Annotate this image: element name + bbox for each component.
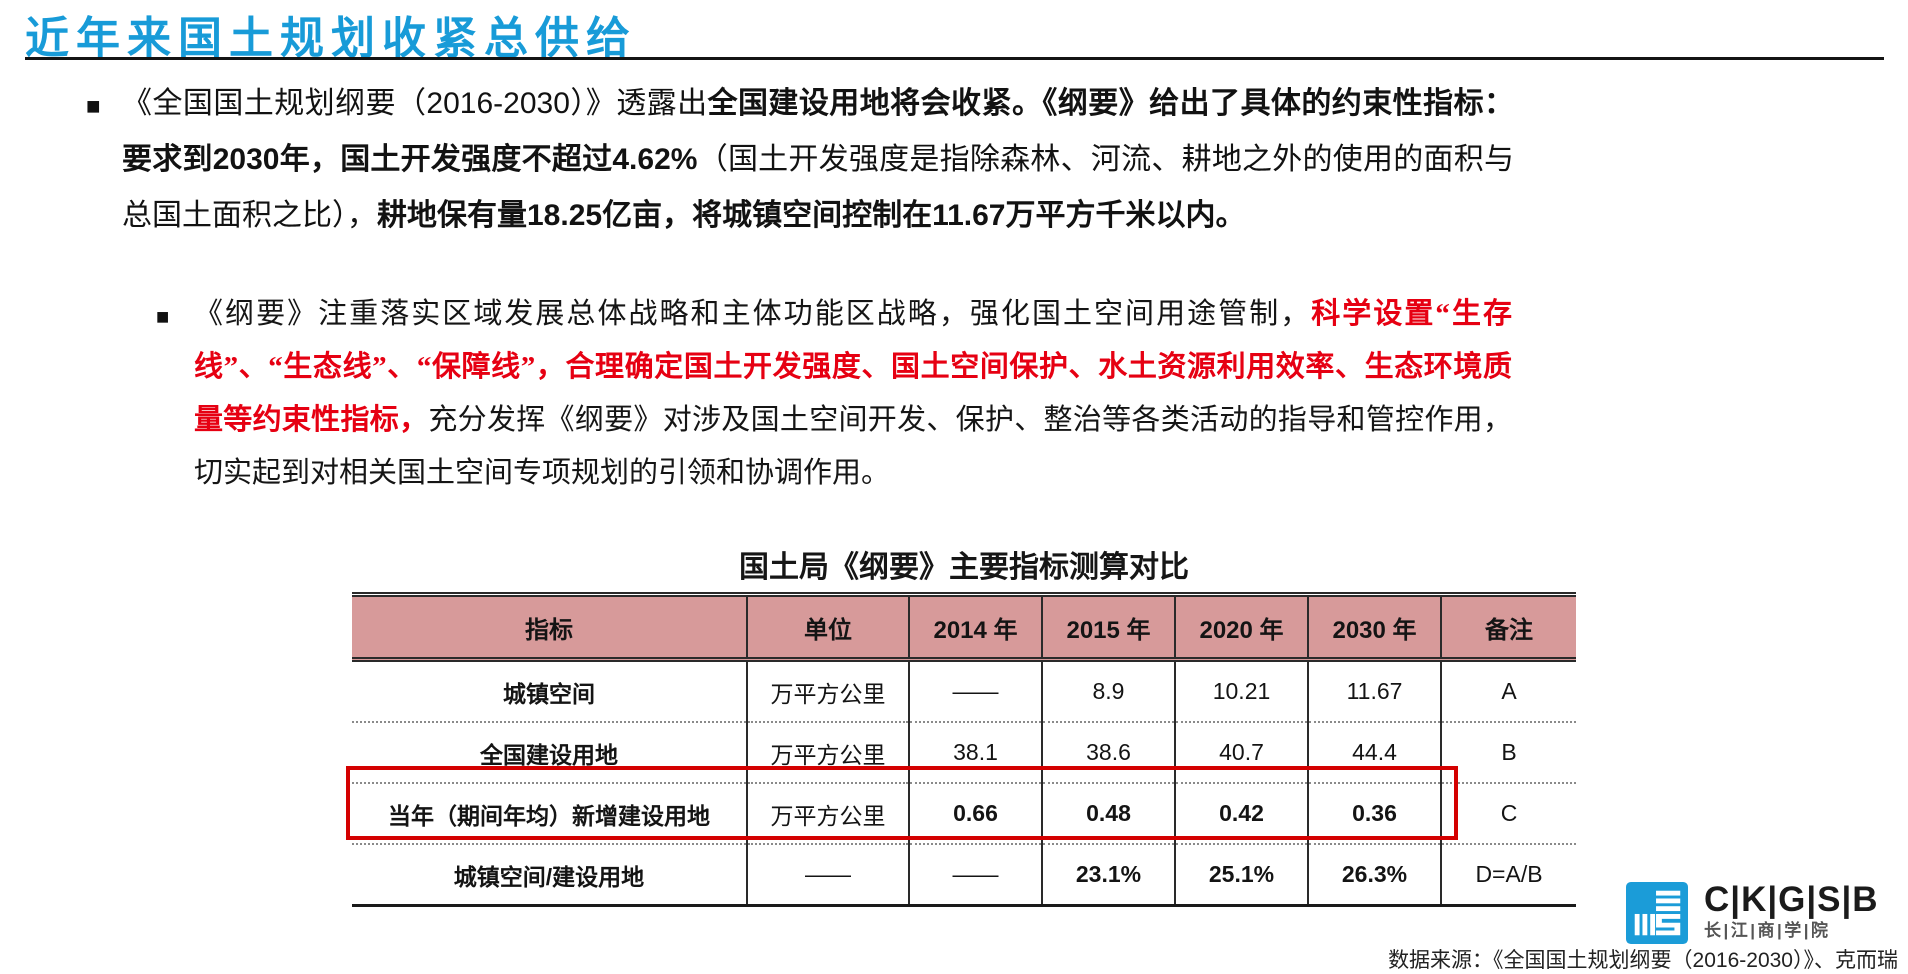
cell-indicator: 全国建设用地 <box>352 721 748 783</box>
cell-remark: C <box>1441 782 1576 844</box>
title-divider <box>25 57 1884 60</box>
col-header-2014: 2014 年 <box>909 594 1043 662</box>
cell-value: —— <box>909 659 1043 722</box>
ckgsb-chinese-name: 长|江|商|学|院 <box>1704 921 1831 940</box>
cell-value: —— <box>909 843 1043 906</box>
cell-value: 40.7 <box>1175 721 1309 783</box>
cell-value: 8.9 <box>1042 659 1176 722</box>
cell-value: 38.6 <box>1042 721 1176 783</box>
table-header-row: 指标 单位 2014 年 2015 年 2020 年 2030 年 备注 <box>352 594 1576 662</box>
cell-remark: B <box>1441 721 1576 783</box>
paragraph2-segment: 充分发挥《纲要》对涉及国土空间开发、保护、整治等各类活动的指导和管控作用，切实起… <box>194 404 1512 489</box>
cell-unit: —— <box>747 843 910 906</box>
indicator-table: 指标 单位 2014 年 2015 年 2020 年 2030 年 备注 城镇空… <box>346 592 1576 907</box>
ckgsb-logo: C|K|G|S|B 长|江|商|学|院 <box>1626 880 1906 946</box>
cell-indicator: 城镇空间 <box>352 659 748 722</box>
table-title: 国土局《纲要》主要指标测算对比 <box>739 551 1189 584</box>
cell-unit: 万平方公里 <box>747 721 910 783</box>
cell-remark: A <box>1441 659 1576 722</box>
cell-unit: 万平方公里 <box>747 659 910 722</box>
cell-value: 0.42 <box>1175 782 1309 844</box>
cell-indicator: 当年（期间年均）新增建设用地 <box>352 782 748 844</box>
paragraph1-segment: 耕地保有量18.25亿亩，将城镇空间控制在11.67万平方千米以内。 <box>377 199 1246 232</box>
cell-value: 23.1% <box>1042 843 1176 906</box>
paragraph2-segment-red: 科学设置“生存线”、“生态线”、“保障线”，合理确定国土开发强度、国土空间保护、… <box>194 298 1512 436</box>
col-header-2030: 2030 年 <box>1308 594 1442 662</box>
paragraph2-segment: 《纲要》注重落实区域发展总体战略和主体功能区战略，强化国土空间用途管制， <box>194 298 1312 330</box>
cell-unit: 万平方公里 <box>747 782 910 844</box>
col-header-2020: 2020 年 <box>1175 594 1309 662</box>
cell-value: 25.1% <box>1175 843 1309 906</box>
paragraph-national-plan: ■ 《全国国土规划纲要（2016-2030）》透露出全国建设用地将会收紧。《纲要… <box>86 76 1515 244</box>
paragraph1-segment: 《全国国土规划纲要（2016-2030）》透露出 <box>122 87 708 120</box>
bullet-square-icon: ■ <box>86 93 101 120</box>
cell-value: 26.3% <box>1308 843 1442 906</box>
cell-value: 38.1 <box>909 721 1043 783</box>
cell-indicator: 城镇空间/建设用地 <box>352 843 748 906</box>
paragraph1-segment: 全国建设用地将会收紧。 <box>707 87 1043 120</box>
col-header-indicator: 指标 <box>352 594 748 662</box>
cell-value: 0.48 <box>1042 782 1176 844</box>
col-header-remark: 备注 <box>1441 594 1576 662</box>
table-row: 城镇空间/建设用地 —— —— 23.1% 25.1% 26.3% D=A/B <box>352 843 1576 906</box>
cell-remark: D=A/B <box>1441 843 1576 906</box>
cell-value: 44.4 <box>1308 721 1442 783</box>
ckgsb-acronym: C|K|G|S|B <box>1704 880 1879 919</box>
table-row-highlighted: 当年（期间年均）新增建设用地 万平方公里 0.66 0.48 0.42 0.36… <box>352 782 1576 844</box>
paragraph1-segment: 《纲要》给出了具体的约束性指标：要求到2030年，国土开发强度不超过4.62% <box>122 87 1515 176</box>
cell-value: 11.67 <box>1308 659 1442 722</box>
paragraph-outline-strategy: ■ 《纲要》注重落实区域发展总体战略和主体功能区战略，强化国土空间用途管制，科学… <box>156 288 1512 500</box>
ckgsb-logo-icon <box>1626 882 1688 944</box>
table-row: 全国建设用地 万平方公里 38.1 38.6 40.7 44.4 B <box>352 721 1576 783</box>
paragraph1-segment: （国土开发强度是指除森林、河流、耕地之外的使用的面积与总国土面积之比）， <box>122 143 1515 232</box>
cell-value: 10.21 <box>1175 659 1309 722</box>
cell-value: 0.36 <box>1308 782 1442 844</box>
col-header-unit: 单位 <box>747 594 910 662</box>
data-source-note: 数据来源：《全国国土规划纲要（2016-2030）》、克而瑞 <box>1388 949 1898 972</box>
bullet-square-icon: ■ <box>156 304 170 329</box>
cell-value: 0.66 <box>909 782 1043 844</box>
table-row: 城镇空间 万平方公里 —— 8.9 10.21 11.67 A <box>352 659 1576 722</box>
col-header-2015: 2015 年 <box>1042 594 1176 662</box>
page-title: 近年来国土规划收紧总供给 <box>25 14 637 63</box>
